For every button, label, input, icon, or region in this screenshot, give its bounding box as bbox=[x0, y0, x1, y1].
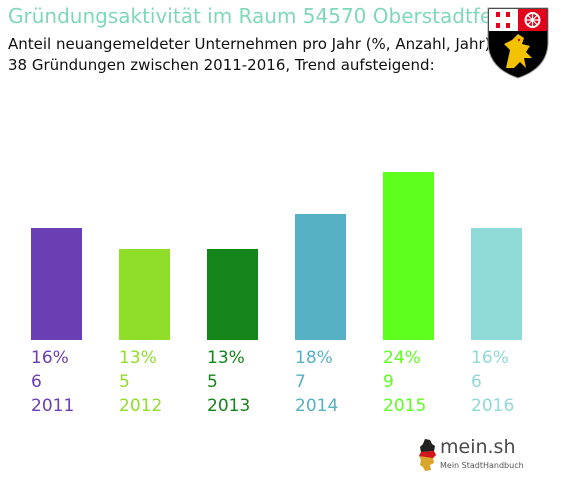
bar-label-group: 16% 6 2011 bbox=[31, 346, 101, 418]
year-label: 2016 bbox=[471, 396, 515, 416]
bar-2012 bbox=[119, 249, 170, 340]
chart-summary: 38 Gründungen zwischen 2011-2016, Trend … bbox=[8, 56, 435, 74]
count-label: 5 bbox=[119, 372, 130, 392]
bar-label-group: 13% 5 2012 bbox=[119, 346, 189, 418]
percent-label: 24% bbox=[383, 348, 421, 368]
bar-2014 bbox=[295, 214, 346, 340]
bar-2015 bbox=[383, 172, 434, 340]
chart-subtitle: Anteil neuangemeldeter Unternehmen pro J… bbox=[8, 35, 491, 53]
count-label: 6 bbox=[471, 372, 482, 392]
count-label: 9 bbox=[383, 372, 394, 392]
bar-2016 bbox=[471, 228, 522, 340]
percent-label: 13% bbox=[119, 348, 157, 368]
bar-2013 bbox=[207, 249, 258, 340]
bar-label-group: 24% 9 2015 bbox=[383, 346, 453, 418]
percent-label: 16% bbox=[31, 348, 69, 368]
germany-map-icon bbox=[419, 439, 436, 471]
chart-title: Gründungsaktivität im Raum 54570 Obersta… bbox=[8, 4, 511, 28]
percent-label: 18% bbox=[295, 348, 333, 368]
logo-tagline: Mein StadtHandbuch bbox=[440, 461, 524, 470]
bar-label-group: 18% 7 2014 bbox=[295, 346, 365, 418]
year-label: 2011 bbox=[31, 396, 75, 416]
bar-2011 bbox=[31, 228, 82, 340]
year-label: 2014 bbox=[295, 396, 339, 416]
count-label: 5 bbox=[207, 372, 218, 392]
bar-label-group: 13% 5 2013 bbox=[207, 346, 277, 418]
coat-of-arms-icon bbox=[487, 7, 549, 79]
year-label: 2012 bbox=[119, 396, 163, 416]
year-label: 2013 bbox=[207, 396, 251, 416]
year-label: 2015 bbox=[383, 396, 427, 416]
count-label: 7 bbox=[295, 372, 306, 392]
bar-label-group: 16% 6 2016 bbox=[471, 346, 541, 418]
percent-label: 16% bbox=[471, 348, 509, 368]
count-label: 6 bbox=[31, 372, 42, 392]
mein-sh-logo[interactable]: mein.sh Mein StadtHandbuch bbox=[418, 436, 528, 476]
logo-name: mein.sh bbox=[440, 436, 516, 458]
percent-label: 13% bbox=[207, 348, 245, 368]
